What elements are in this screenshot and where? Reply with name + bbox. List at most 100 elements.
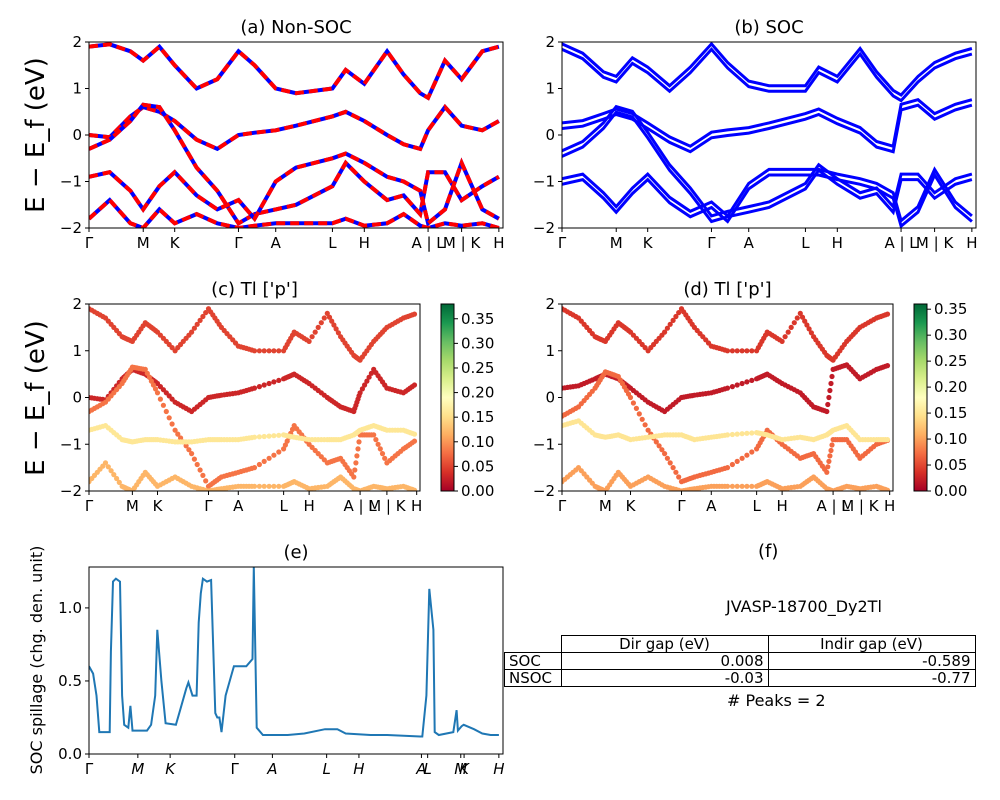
colorbar-tick-label: 0.35 bbox=[934, 300, 967, 318]
projection-point bbox=[825, 401, 831, 408]
projection-point bbox=[673, 469, 679, 475]
projection-point bbox=[749, 348, 755, 354]
colorbar-tick-label: 0.30 bbox=[461, 334, 494, 352]
band-line bbox=[562, 47, 973, 103]
band-line bbox=[562, 166, 973, 224]
projection-point bbox=[335, 330, 341, 336]
panel-title: (d) Tl ['p'] bbox=[683, 279, 771, 300]
band-line-down bbox=[89, 42, 500, 101]
y-tick-label: 1 bbox=[545, 342, 555, 360]
y-tick-label: 2 bbox=[545, 33, 555, 51]
projection-point bbox=[261, 458, 267, 464]
projection-point bbox=[256, 461, 262, 468]
projection-point bbox=[266, 348, 272, 354]
x-tick-label: A | L bbox=[884, 234, 918, 252]
projection-point bbox=[148, 378, 154, 384]
projection-point bbox=[729, 483, 736, 489]
x-tick-label: H bbox=[966, 234, 977, 252]
chart-panel-b bbox=[558, 41, 977, 232]
projection-point bbox=[321, 315, 327, 321]
x-tick-label: K bbox=[165, 760, 176, 778]
projection-point bbox=[779, 338, 785, 344]
band-line-up bbox=[89, 151, 500, 227]
projection-point bbox=[799, 314, 806, 320]
projection-point bbox=[191, 325, 197, 331]
projection-point bbox=[194, 321, 200, 327]
projection-point bbox=[676, 474, 682, 480]
x-tick-label: Γ bbox=[85, 234, 94, 252]
x-tick-label: M | K bbox=[916, 234, 955, 252]
projection-point bbox=[315, 324, 321, 330]
x-tick-label: A bbox=[233, 497, 244, 515]
panel-title: (c) Tl ['p'] bbox=[211, 279, 298, 300]
projection-point bbox=[251, 348, 258, 354]
projection-point bbox=[724, 483, 731, 489]
axes-frame bbox=[561, 41, 977, 229]
projection-point bbox=[309, 334, 315, 340]
x-tick-label: H bbox=[353, 760, 364, 778]
projection-point bbox=[782, 334, 788, 340]
projection-point bbox=[829, 442, 835, 448]
projection-point bbox=[364, 378, 370, 384]
projection-point bbox=[797, 310, 803, 316]
projection-point bbox=[172, 427, 178, 433]
projection-point bbox=[744, 430, 750, 436]
x-tick-label: A | L bbox=[343, 497, 377, 515]
y-tick-label: 0 bbox=[72, 126, 82, 144]
projection-point bbox=[633, 405, 640, 411]
x-tick-label: M bbox=[599, 497, 612, 515]
x-tick-label: K bbox=[153, 497, 164, 515]
y-tick-label: 1.0 bbox=[58, 599, 82, 617]
projection-point bbox=[276, 449, 282, 455]
y-tick-label: −1 bbox=[533, 435, 555, 453]
projection-point bbox=[749, 377, 755, 383]
projection-point bbox=[166, 415, 172, 421]
x-tick-label: K bbox=[626, 497, 637, 515]
projection-point bbox=[197, 317, 203, 323]
x-tick-label: A bbox=[744, 234, 755, 252]
projection-point bbox=[734, 382, 740, 388]
chart-panel-e bbox=[85, 566, 504, 758]
projection-point bbox=[111, 472, 117, 478]
projection-point bbox=[739, 380, 745, 387]
y-tick-label: 2 bbox=[72, 33, 82, 51]
projection-point bbox=[108, 468, 114, 474]
projection-point bbox=[355, 446, 361, 452]
projection-point bbox=[318, 320, 324, 326]
projection-point bbox=[664, 325, 671, 331]
projection-point bbox=[411, 382, 418, 388]
projection-point bbox=[827, 453, 833, 459]
plot-area bbox=[562, 306, 891, 491]
projection-point bbox=[251, 465, 258, 471]
x-tick-label: M | K bbox=[841, 497, 880, 515]
plot-area bbox=[89, 567, 499, 738]
projection-point bbox=[411, 431, 418, 437]
colorbar-tick-label: 0.00 bbox=[461, 482, 494, 500]
projection-point bbox=[354, 453, 360, 459]
projection-point bbox=[729, 384, 736, 390]
projection-point bbox=[333, 326, 339, 332]
projection-point bbox=[352, 467, 358, 473]
projection-point bbox=[744, 379, 750, 385]
y-tick-label: −1 bbox=[533, 173, 555, 191]
projection-point bbox=[670, 317, 676, 323]
projection-point bbox=[276, 483, 282, 489]
panel-title: (a) Non-SOC bbox=[240, 17, 351, 38]
projection-point bbox=[261, 483, 267, 489]
projection-point bbox=[662, 329, 668, 335]
projection-point bbox=[183, 443, 189, 449]
y-tick-label: −2 bbox=[60, 219, 82, 237]
x-tick-label: H bbox=[493, 234, 504, 252]
x-tick-label: Γ bbox=[707, 234, 716, 252]
x-tick-label: Γ bbox=[85, 760, 94, 778]
chart-panel-a bbox=[85, 41, 504, 232]
projection-point bbox=[824, 469, 830, 475]
x-tick-label: L bbox=[279, 497, 288, 515]
projection-point bbox=[411, 487, 418, 491]
projection-point bbox=[197, 467, 203, 473]
projection-point bbox=[186, 447, 192, 453]
projection-point bbox=[105, 464, 111, 470]
projection-point bbox=[794, 315, 800, 321]
y-tick-label: 1 bbox=[545, 80, 555, 98]
x-tick-label: L bbox=[328, 234, 337, 252]
